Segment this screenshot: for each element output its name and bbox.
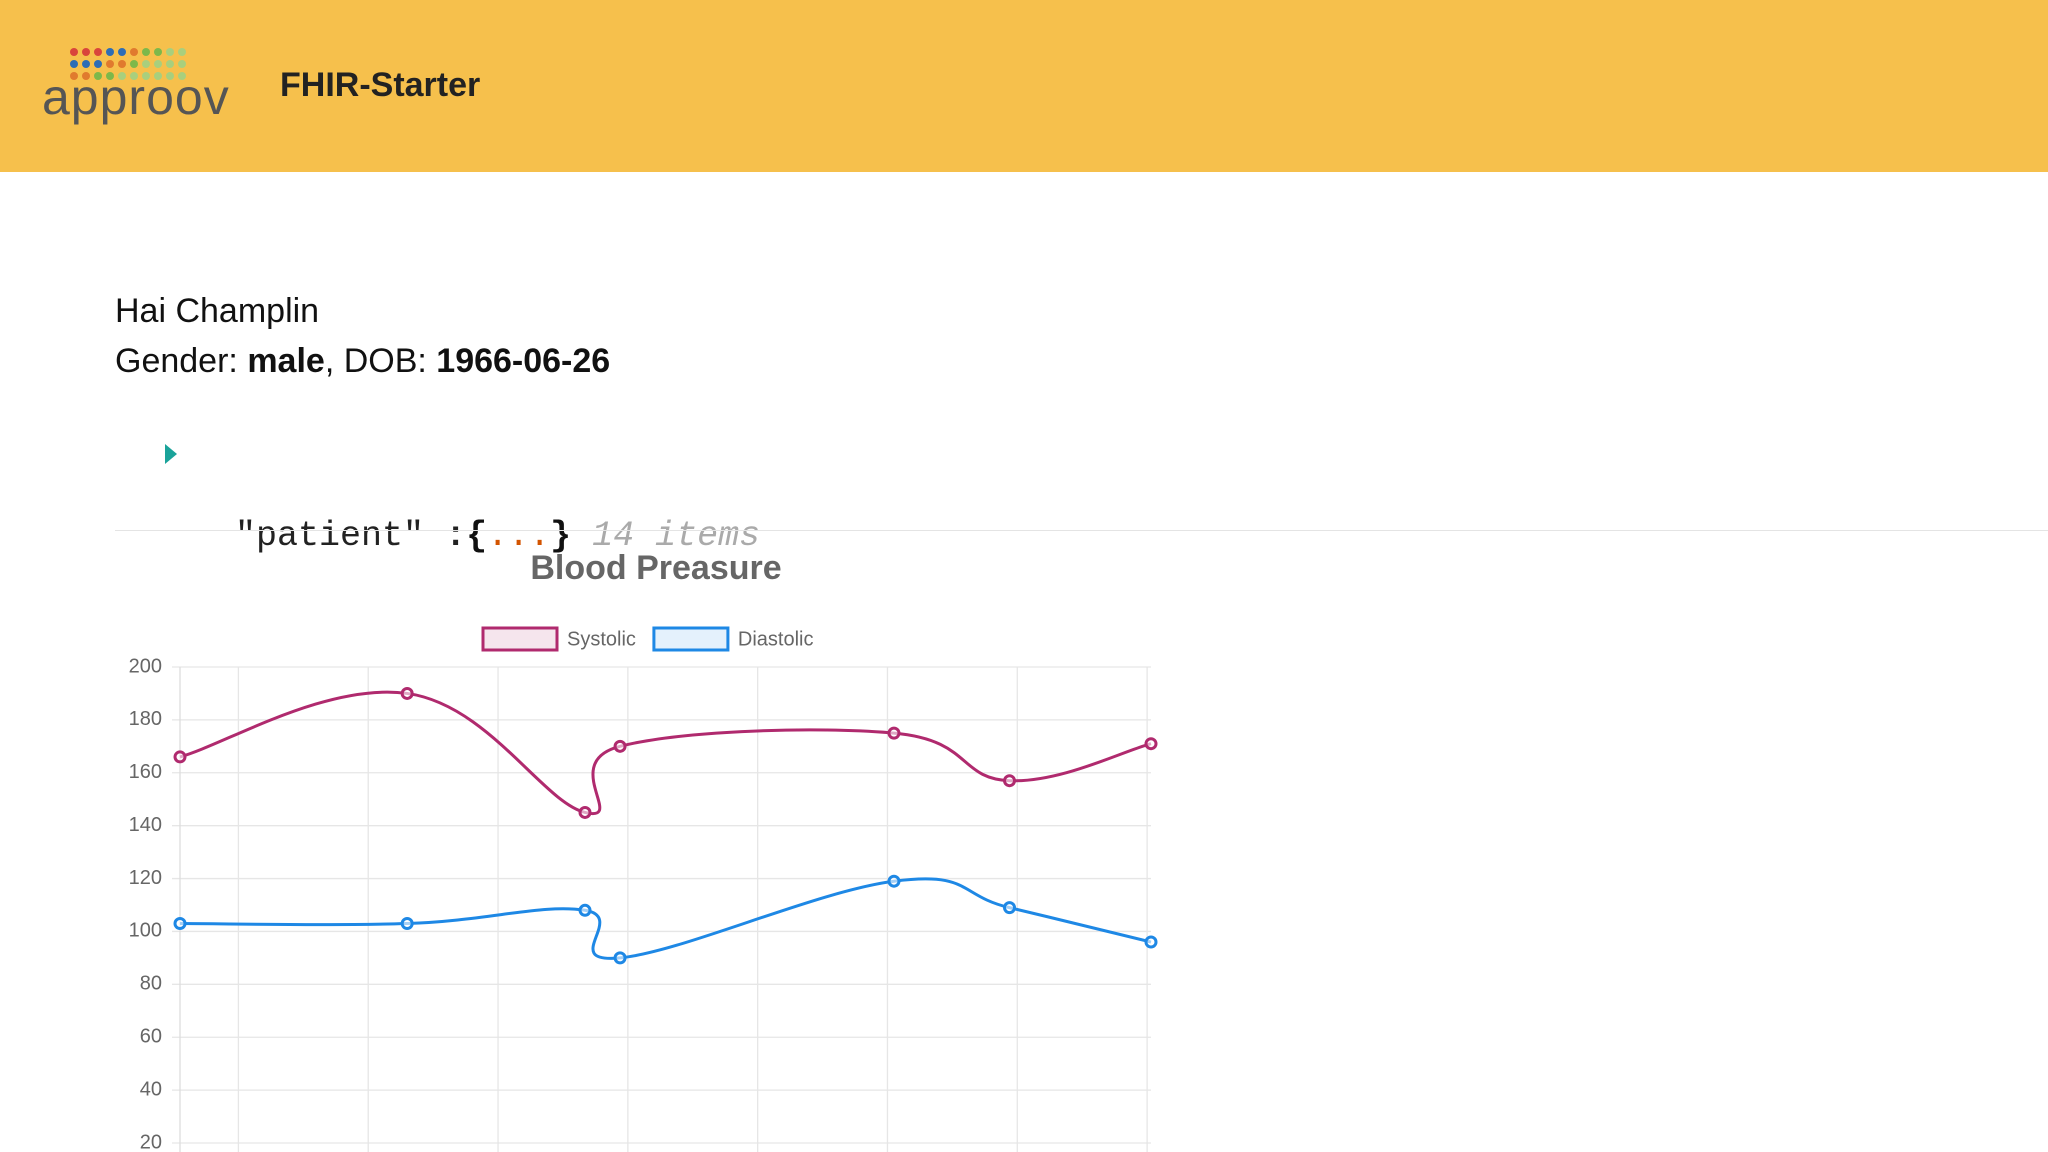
divider <box>115 530 2048 531</box>
data-point <box>400 686 414 700</box>
data-point <box>887 726 901 740</box>
patient-name: Hai Champlin <box>115 292 320 330</box>
data-point <box>1144 737 1158 751</box>
chart: Blood Preasure 20 40 60 80 100 120 140 160 180 20… <box>129 549 1158 1152</box>
y-tick-label: 100 <box>129 920 162 942</box>
y-tick-label: 20 <box>140 1131 162 1152</box>
data-point <box>1003 774 1017 788</box>
y-tick-label: 160 <box>129 761 162 783</box>
patient-info: Gender: male, DOB: 1966-06-26 <box>115 342 610 381</box>
series-line <box>179 690 1152 816</box>
logo-text[interactable]: approov <box>42 69 230 125</box>
data-point <box>613 951 627 965</box>
header: approov FHIR-Starter <box>0 0 2048 172</box>
legend-label: Systolic <box>567 628 636 650</box>
y-tick-label: 40 <box>140 1078 162 1100</box>
data-point <box>1144 935 1158 949</box>
y-tick-label: 60 <box>140 1026 162 1048</box>
app-title: FHIR-Starter <box>280 66 481 104</box>
json-ellipsis[interactable]: ... <box>487 516 551 556</box>
data-point <box>1003 901 1017 915</box>
data-point <box>400 917 414 931</box>
y-tick-label: 80 <box>140 973 162 995</box>
legend-swatch <box>481 626 559 652</box>
json-viewer: "patient" :{...} 14 items <box>163 436 760 556</box>
series-line <box>179 877 1152 960</box>
logo-dots <box>70 48 186 80</box>
json-colon: : <box>445 516 467 556</box>
y-tick-label: 180 <box>129 708 162 730</box>
expand-toggle[interactable] <box>163 442 181 468</box>
json-brace: } <box>550 516 572 556</box>
gender: male <box>247 342 325 380</box>
dob: 1966-06-26 <box>436 342 611 380</box>
data-point <box>578 805 592 819</box>
data-point <box>173 917 187 931</box>
dob-label: , DOB: <box>324 342 437 380</box>
json-key[interactable]: "patient" <box>235 516 425 556</box>
y-tick-label: 140 <box>129 814 162 836</box>
data-point <box>613 739 627 753</box>
y-tick-label: 120 <box>129 867 162 889</box>
y-tick-label: 200 <box>129 655 162 677</box>
json-brace: { <box>466 516 488 556</box>
json-count: 14 items <box>592 516 761 556</box>
legend-swatch <box>652 626 730 652</box>
data-point <box>173 750 187 764</box>
data-point <box>887 874 901 888</box>
gender-label: Gender: <box>115 342 248 380</box>
data-point <box>578 903 592 917</box>
chart-title: Blood Preasure <box>530 549 781 587</box>
legend-label: Diastolic <box>738 628 814 650</box>
